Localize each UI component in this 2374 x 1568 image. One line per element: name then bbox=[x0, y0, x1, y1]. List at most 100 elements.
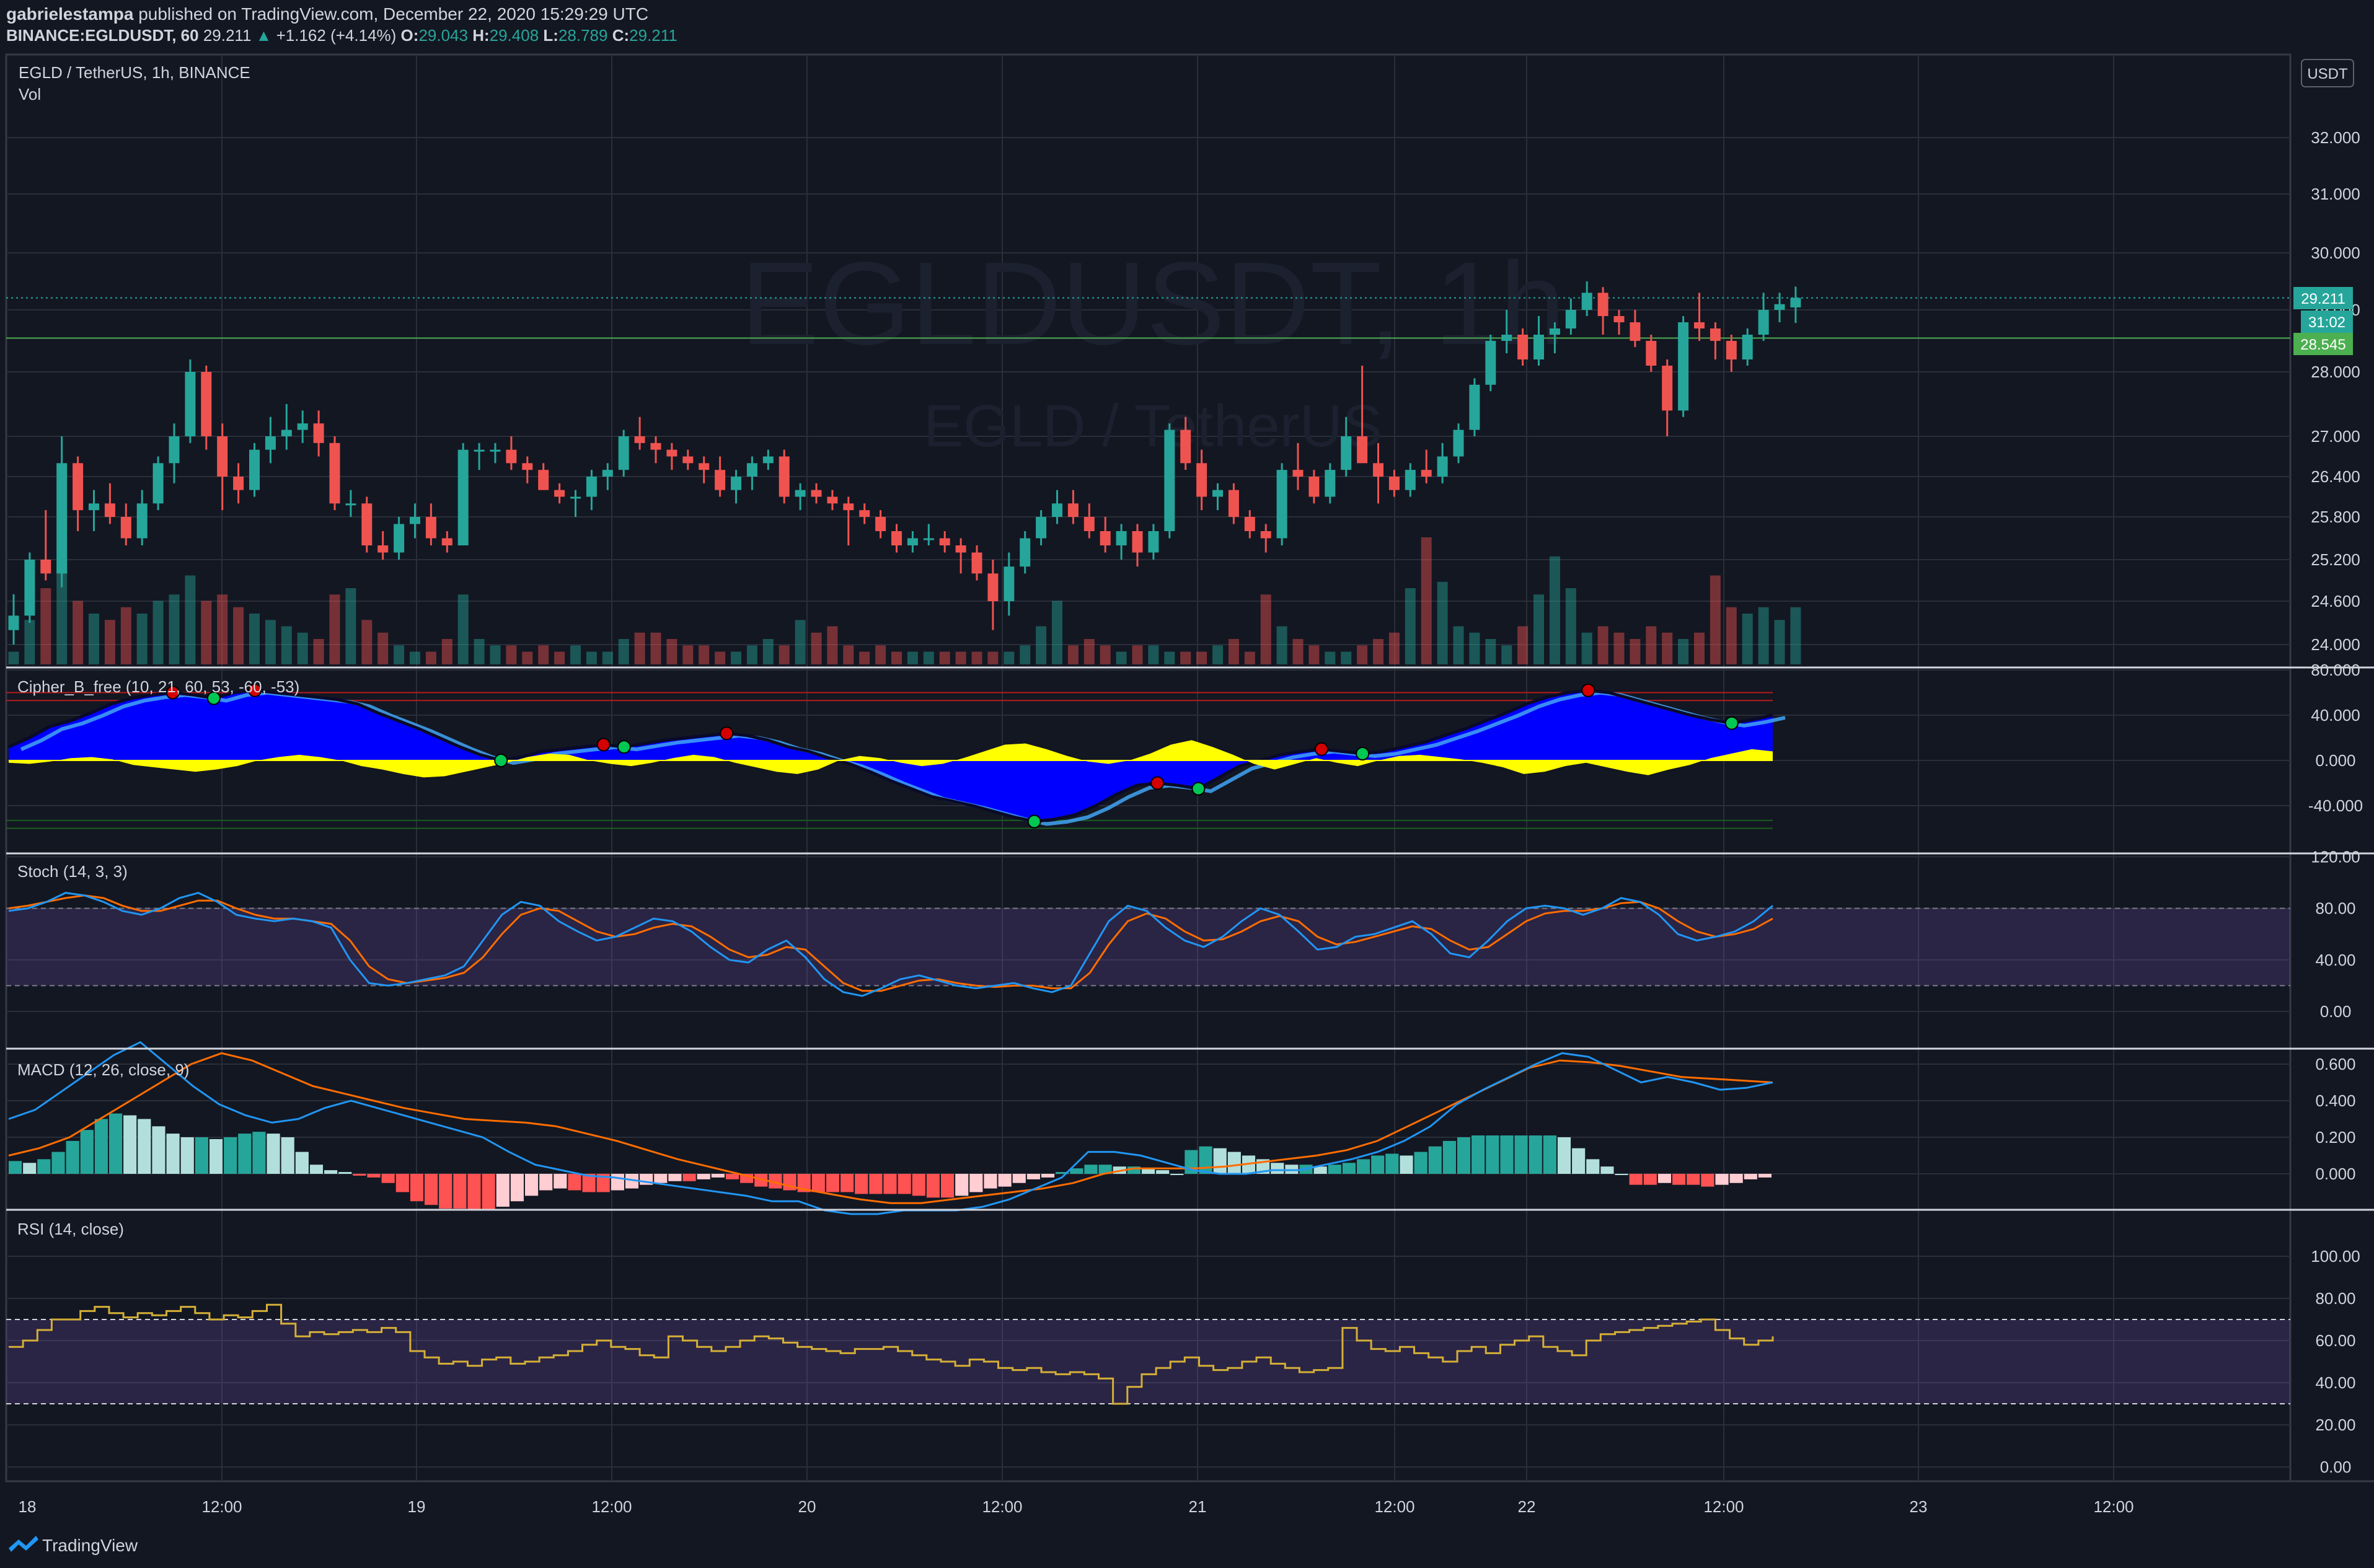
volume-bar bbox=[1405, 588, 1416, 664]
candle-body bbox=[955, 545, 966, 553]
volume-bar bbox=[1388, 632, 1400, 664]
macd-histogram-bar bbox=[209, 1139, 223, 1174]
time-tick-label: 12:00 bbox=[591, 1497, 632, 1516]
candle-body bbox=[410, 517, 420, 524]
currency-label: USDT bbox=[2307, 66, 2348, 82]
candle-body bbox=[650, 443, 661, 450]
macd-histogram-bar bbox=[510, 1174, 524, 1202]
volume-bar bbox=[1501, 645, 1512, 664]
horizontal-levels bbox=[6, 297, 2290, 339]
volume-bar bbox=[1453, 626, 1464, 664]
cipher-legend[interactable]: Cipher_B_free (10, 21, 60, 53, -60, -53) bbox=[17, 677, 299, 696]
candle-body bbox=[1196, 463, 1207, 497]
rsi-tick-label: 0.00 bbox=[2320, 1458, 2352, 1476]
volume-bar bbox=[329, 594, 340, 664]
macd-histogram-bar bbox=[1141, 1168, 1155, 1174]
volume-bar bbox=[859, 651, 870, 664]
volume-bar bbox=[1646, 626, 1657, 664]
tradingview-logo[interactable]: TradingView bbox=[9, 1536, 138, 1555]
volume-bar bbox=[1613, 632, 1625, 664]
macd-histogram-bar bbox=[425, 1174, 438, 1205]
macd-histogram-bar bbox=[841, 1174, 854, 1192]
macd-histogram-bar bbox=[654, 1174, 668, 1183]
candle-body bbox=[1244, 517, 1255, 531]
macd-histogram-bar bbox=[1012, 1174, 1026, 1183]
volume-bar bbox=[185, 575, 196, 664]
macd-histogram-bar bbox=[1098, 1165, 1112, 1174]
level-tag bbox=[2293, 333, 2353, 355]
macd-histogram-bar bbox=[1342, 1163, 1356, 1174]
macd-histogram-bar bbox=[568, 1174, 581, 1191]
candle-body bbox=[1308, 477, 1320, 497]
macd-histogram-bar bbox=[1557, 1137, 1571, 1174]
volume-legend[interactable]: Vol bbox=[19, 85, 41, 104]
candle-body bbox=[169, 436, 180, 464]
candle-body bbox=[1083, 517, 1095, 531]
candle-body bbox=[89, 503, 99, 511]
candle-body bbox=[1646, 341, 1657, 366]
macd-histogram-bar bbox=[725, 1174, 739, 1179]
volume-bar bbox=[538, 645, 549, 664]
volume-bar bbox=[233, 607, 244, 664]
time-tick-label: 21 bbox=[1189, 1497, 1207, 1516]
macd-histogram-bar bbox=[754, 1174, 768, 1187]
volume-bar bbox=[1052, 601, 1062, 664]
volume-bar bbox=[361, 620, 373, 664]
price-tick-label: 30.000 bbox=[2311, 244, 2360, 262]
macd-histogram-bar bbox=[1271, 1163, 1284, 1174]
macd-histogram-bar bbox=[467, 1174, 481, 1210]
candle-body bbox=[1260, 531, 1271, 539]
volume-bar bbox=[1341, 651, 1352, 664]
price-tick-label: 25.800 bbox=[2311, 508, 2360, 526]
time-tick-label: 22 bbox=[1518, 1497, 1536, 1516]
candle-body bbox=[24, 560, 35, 616]
candle-body bbox=[1437, 456, 1448, 477]
wave-line-dark bbox=[7, 689, 1773, 824]
candle-body bbox=[201, 372, 212, 436]
currency-button[interactable] bbox=[2301, 59, 2354, 87]
volume-bar bbox=[1678, 639, 1689, 664]
sell-signal-dot bbox=[248, 683, 262, 697]
volume-bar bbox=[1260, 594, 1271, 664]
volume-bar bbox=[1292, 639, 1304, 664]
macd-histogram-bar bbox=[998, 1174, 1012, 1187]
macd-histogram-bar bbox=[267, 1134, 280, 1174]
macd-histogram-bar bbox=[224, 1137, 237, 1174]
sell-signal-dot bbox=[1150, 776, 1165, 790]
candle-body bbox=[329, 443, 340, 504]
macd-histogram-bar bbox=[1729, 1174, 1743, 1183]
price-tick-label: 26.400 bbox=[2311, 467, 2360, 486]
buy-signal-dot bbox=[206, 691, 221, 705]
macd-histogram-bar bbox=[281, 1137, 294, 1174]
candle-body bbox=[746, 463, 757, 477]
macd-histogram-bar bbox=[138, 1119, 151, 1174]
candle-body bbox=[1613, 316, 1625, 322]
tradingview-icon bbox=[9, 1536, 38, 1552]
stoch-legend[interactable]: Stoch (14, 3, 3) bbox=[17, 862, 128, 881]
volume-bar bbox=[907, 651, 918, 664]
volume-bars bbox=[8, 537, 1801, 664]
macd-histogram-bar bbox=[9, 1161, 22, 1174]
symbol-legend[interactable]: EGLD / TetherUS, 1h, BINANCE bbox=[19, 63, 250, 82]
open-label: O: bbox=[401, 26, 419, 45]
candle-body bbox=[1276, 470, 1287, 539]
rsi-legend[interactable]: RSI (14, close) bbox=[17, 1220, 124, 1238]
macd-histogram-bar bbox=[1056, 1172, 1069, 1174]
candle-body bbox=[56, 463, 68, 574]
macd-legend[interactable]: MACD (12, 26, close, 9) bbox=[17, 1060, 189, 1079]
volume-bar bbox=[249, 614, 260, 664]
macd-histogram-bar bbox=[66, 1140, 79, 1174]
macd-histogram-bar bbox=[1643, 1174, 1657, 1185]
candle-body bbox=[1036, 517, 1047, 539]
volume-bar bbox=[1437, 581, 1448, 664]
candle-body bbox=[1067, 503, 1079, 517]
volume-bar bbox=[1565, 588, 1576, 664]
high-value: 29.408 bbox=[490, 26, 539, 45]
volume-bar bbox=[779, 645, 790, 664]
rsi-tick-label: 60.00 bbox=[2315, 1331, 2355, 1350]
macd-histogram-bar bbox=[1615, 1174, 1628, 1175]
stoch-k-line bbox=[8, 892, 1773, 997]
volume-bar bbox=[104, 620, 115, 664]
macd-histogram-bar bbox=[1385, 1153, 1399, 1174]
volume-bar bbox=[120, 607, 131, 664]
